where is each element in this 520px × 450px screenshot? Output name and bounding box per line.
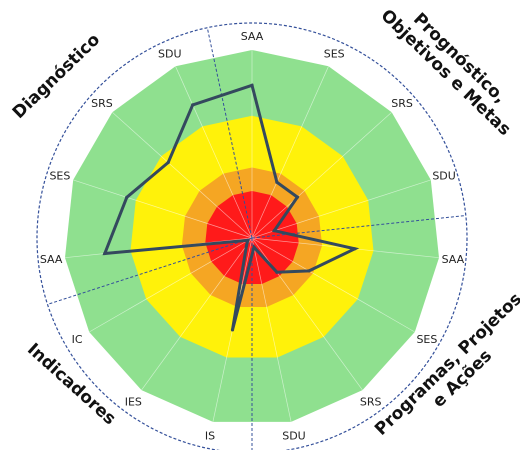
spoke-10 (89, 237, 253, 333)
axis-label-1: SES (324, 48, 345, 61)
axis-label-9: IES (125, 395, 142, 408)
data-series (102, 83, 360, 332)
data-point-9 (244, 244, 249, 248)
group-label-prognostico: Prognóstico,Objetivos e Metas (377, 0, 520, 140)
spoke-14 (175, 66, 253, 239)
group-label-diagnostico: Diagnóstico (9, 30, 104, 123)
axis-label-8: IS (205, 430, 215, 443)
data-point-12 (125, 195, 129, 199)
spoke-7 (251, 237, 292, 422)
data-point-0 (250, 83, 254, 87)
axis-label-0: SAA (241, 30, 264, 43)
axis-label-6: SRS (360, 395, 382, 408)
axis-labels: SAA SES SRS SDU SAA SES SRS SDU IS IES IC SAA SES SRS… (40, 30, 465, 443)
spoke-12 (73, 179, 253, 239)
axis-label-11: SAA (40, 253, 63, 266)
axis-label-7: SDU (282, 430, 306, 443)
axis-label-13: SRS (91, 97, 113, 110)
axis-label-12: SES (49, 170, 70, 183)
axis-label-2: SRS (391, 97, 413, 110)
data-point-7 (252, 245, 256, 249)
data-point-13 (166, 160, 170, 165)
data-point-3 (272, 229, 276, 233)
data-point-8 (230, 328, 235, 332)
data-point-14 (191, 103, 195, 107)
group-label-indicadores: Indicadores (23, 339, 120, 429)
spoke-1 (251, 66, 329, 239)
spoke-13 (112, 111, 253, 239)
axis-label-10: IC (72, 333, 83, 346)
axis-label-4: SAA (442, 253, 465, 266)
spoke-5 (251, 237, 415, 333)
data-point-5 (307, 269, 311, 273)
data-point-2 (295, 195, 299, 199)
data-point-1 (275, 180, 279, 184)
data-point-10 (246, 238, 250, 242)
axis-label-14: SDU (158, 48, 182, 61)
spoke-2 (251, 111, 392, 239)
spoke-3 (251, 179, 431, 239)
data-point-6 (275, 270, 279, 274)
axis-label-3: SDU (432, 170, 456, 183)
spoke-9 (141, 237, 253, 391)
data-point-11 (103, 251, 107, 256)
section-divider-3 (47, 237, 253, 305)
data-line (102, 83, 360, 331)
section-divider-0 (206, 27, 253, 239)
axis-label-5: SES (416, 333, 437, 346)
outer-dashed-ring (36, 22, 468, 450)
data-point-4 (353, 247, 357, 251)
